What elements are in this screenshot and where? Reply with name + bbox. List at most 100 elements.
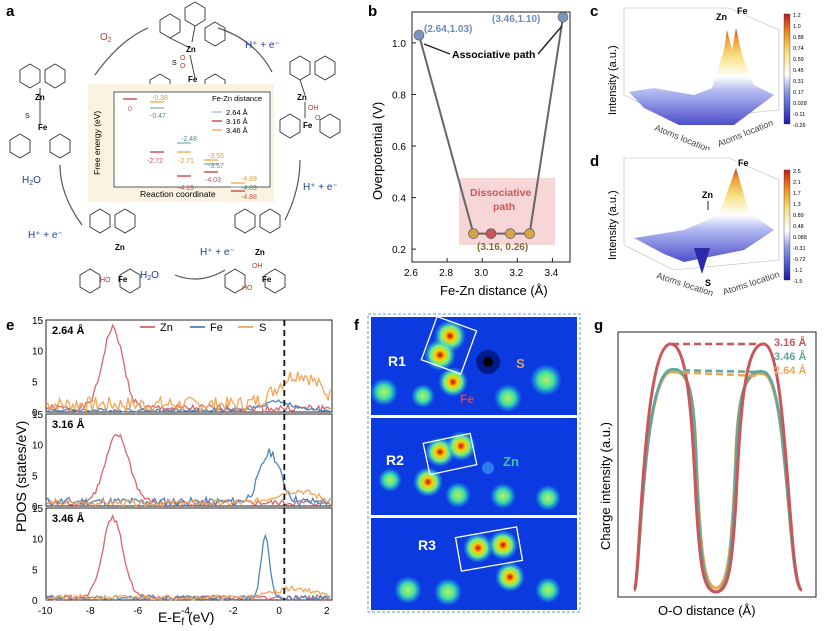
d-axis2: Atoms location <box>722 269 781 297</box>
g-legend-316: 3.16 Å <box>774 336 806 349</box>
e-ytick-label: 0 <box>32 502 38 513</box>
b-ytick-label: 0.8 <box>392 90 406 101</box>
b-ytick-label: 0.6 <box>392 142 406 153</box>
f-label-s: S <box>516 356 525 371</box>
colorbar-tick: 0.88 <box>793 35 804 41</box>
panel-f-label: f <box>354 317 360 334</box>
b-point <box>557 11 569 23</box>
b-annot-assoc: Associative path <box>452 49 535 61</box>
e-pdos-curve <box>45 584 331 602</box>
colorbar-tick: -0.11 <box>793 112 805 118</box>
svg-text:O2: O2 <box>100 32 112 44</box>
svg-text:-2.72: -2.72 <box>147 158 163 165</box>
svg-text:H⁺ + e⁻: H⁺ + e⁻ <box>200 247 235 258</box>
panel-d-surface: d Fe Zn S Intensity (a.u.) Atoms locatio… <box>590 153 807 298</box>
svg-text:H⁺ + e⁻: H⁺ + e⁻ <box>245 40 280 51</box>
b-point <box>524 228 535 239</box>
svg-text:-0.38: -0.38 <box>152 95 168 102</box>
e-pdos-curve <box>45 399 331 414</box>
g-legend-264: 2.64 Å <box>774 364 806 377</box>
panel-c-surface: c Zn Fe Intensity (a.u.) Atoms location … <box>590 3 807 150</box>
b-xlabel: Fe-Zn distance (Å) <box>440 283 548 298</box>
svg-text:Fe: Fe <box>262 275 272 284</box>
colorbar-tick: 1.7 <box>793 191 801 197</box>
c-peak-zn: Zn <box>716 12 727 22</box>
e-xtick-label: 2 <box>324 606 330 617</box>
svg-text:3.16 Å: 3.16 Å <box>226 117 248 126</box>
molecule-right <box>279 55 341 139</box>
svg-text:H2O: H2O <box>140 270 159 282</box>
svg-text:S: S <box>172 60 177 67</box>
b-ytick-label: 0.2 <box>392 245 406 256</box>
colorbar-tick: -1.1 <box>793 268 802 274</box>
colorbar-tick: 0.088 <box>793 235 807 241</box>
e-ytick-label: 5 <box>32 471 38 482</box>
e-xtick-label: -8 <box>86 606 95 617</box>
svg-text:-2.71: -2.71 <box>178 158 194 165</box>
c-colorbar <box>783 13 791 125</box>
svg-text:Fe: Fe <box>118 275 128 284</box>
molecule-bottom-right <box>224 208 286 294</box>
molecule-left <box>9 63 71 159</box>
e-xtick-label: -10 <box>38 606 53 617</box>
c-surface <box>629 28 774 125</box>
b-ylabel: Overpotential (V) <box>370 102 385 200</box>
svg-text:-4.19: -4.19 <box>178 185 194 192</box>
d-dip <box>694 248 710 274</box>
svg-text:Fe: Fe <box>303 121 313 130</box>
free-energy-inset: Free energy (eV) Reaction coordinate Fe-… <box>88 84 274 202</box>
b-xtick-label: 3.4 <box>544 268 558 279</box>
e-ytick-label: 15 <box>32 504 44 515</box>
c-axis1: Atoms location <box>653 123 711 150</box>
svg-text:Zn: Zn <box>186 45 196 54</box>
svg-text:-3.55: -3.55 <box>208 153 224 160</box>
svg-text:-4.89: -4.89 <box>241 185 257 192</box>
d-peak-fe: Fe <box>738 158 749 168</box>
b-ytick-label: 1.0 <box>392 39 406 50</box>
colorbar-tick: 1.2 <box>793 13 801 19</box>
cycle-arrow-5 <box>59 164 83 226</box>
inset-ylabel: Free energy (eV) <box>92 111 102 175</box>
f-label-r3: R3 <box>418 537 436 553</box>
e-subplot-title: 3.16 Å <box>52 418 84 431</box>
cycle-arrow-4 <box>174 269 226 280</box>
g-curve-346 <box>632 367 804 594</box>
b-point <box>468 228 479 239</box>
c-peak-fe: Fe <box>737 6 748 16</box>
f-label-fe: Fe <box>460 392 474 406</box>
panel-c-label: c <box>590 3 598 20</box>
g-curve-316 <box>632 342 804 594</box>
e-subplot-frame <box>45 319 333 413</box>
colorbar-tick: -0.26 <box>793 123 806 129</box>
colorbar-tick: 0.48 <box>793 224 804 230</box>
svg-text:-3.57: -3.57 <box>208 163 224 170</box>
svg-text:HO: HO <box>242 285 253 292</box>
panel-d-label: d <box>590 153 599 170</box>
e-ytick-label: 10 <box>32 347 44 358</box>
svg-text:Zn: Zn <box>297 93 307 102</box>
e-pdos-curve <box>45 323 331 414</box>
svg-text:O: O <box>180 55 186 62</box>
svg-text:Zn: Zn <box>115 243 125 252</box>
e-xlabel: E-Ef (eV) <box>158 609 214 628</box>
e-pdos-curve <box>45 448 331 509</box>
e-ytick-label: 10 <box>32 441 44 452</box>
c-zlabel: Intensity (a.u.) <box>607 45 619 115</box>
e-xtick-label: -4 <box>181 606 190 617</box>
e-xtick-label: -2 <box>229 606 238 617</box>
e-ytick-label: 5 <box>32 565 38 576</box>
svg-text:OH: OH <box>308 105 319 112</box>
colorbar-tick: 0.17 <box>793 90 804 96</box>
inset-legend-title: Fe-Zn distance <box>212 94 262 103</box>
e-subplot-frame <box>45 507 333 601</box>
e-ylabel: PDOS (states/eV) <box>13 421 29 532</box>
colorbar-tick: -1.5 <box>793 279 802 285</box>
e-subplot-title: 3.46 Å <box>52 512 84 525</box>
panel-e-label: e <box>6 317 14 334</box>
colorbar-tick: 0.59 <box>793 57 804 63</box>
e-xtick-label: -6 <box>133 606 142 617</box>
colorbar-tick: 2.5 <box>793 169 801 175</box>
b-xtick-label: 3.2 <box>509 268 523 279</box>
g-legend-346: 3.46 Å <box>774 350 806 363</box>
b-annot-dissoc-2: path <box>493 201 515 213</box>
